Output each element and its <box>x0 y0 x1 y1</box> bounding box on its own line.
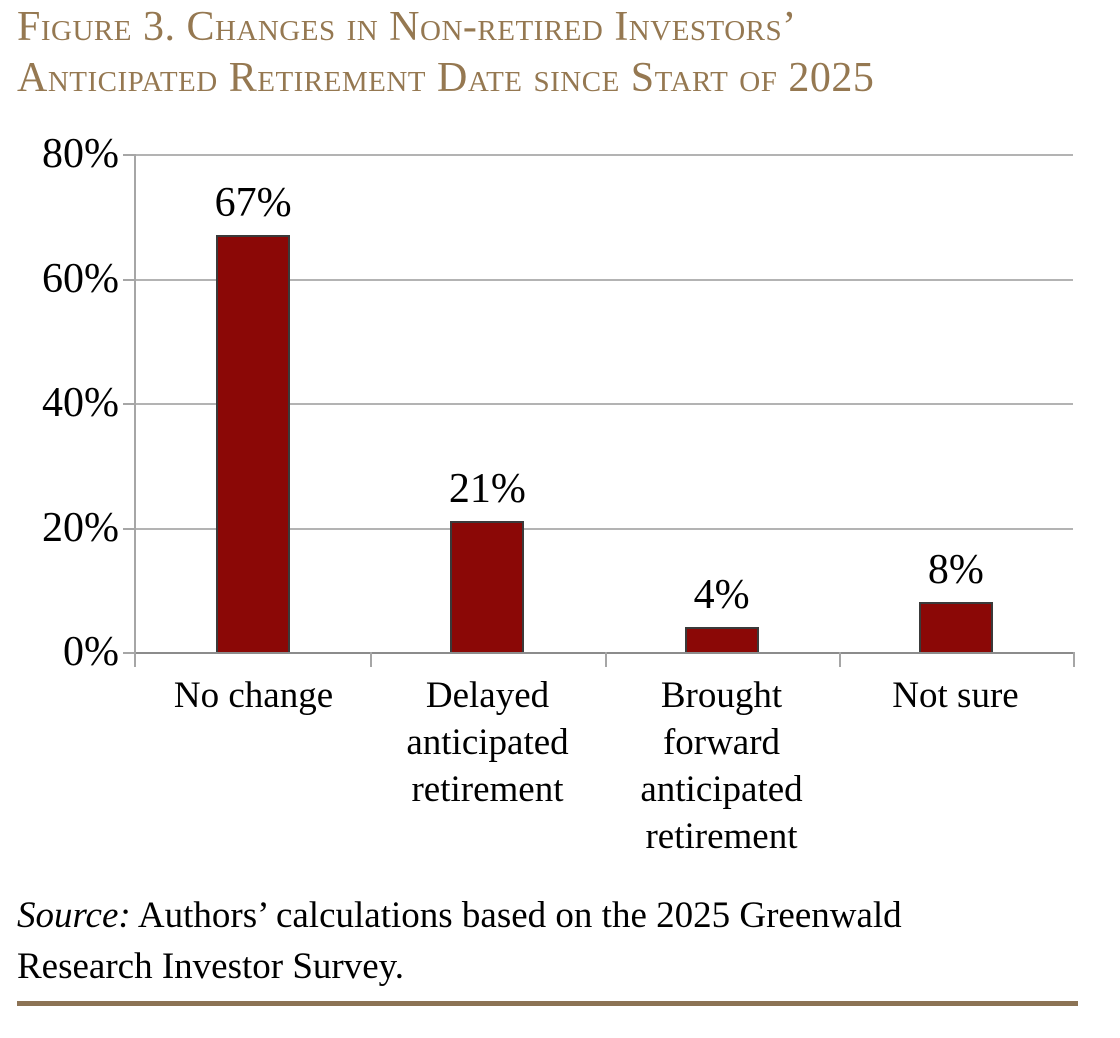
y-axis-tick <box>123 652 136 654</box>
bar-chart: 80% 60% 40% 20% 0% 67% <box>42 131 1075 857</box>
bar-not-sure <box>918 602 993 652</box>
y-axis-tick <box>123 527 136 530</box>
x-category-label-brought-forward: Brought forward anticipated retirement <box>640 675 803 857</box>
x-category-label-no-change: No change <box>173 675 334 716</box>
bar-value-label: 67% <box>214 179 292 226</box>
x-axis-tick <box>838 652 841 667</box>
y-tick-label-60: 60% <box>42 255 119 302</box>
x-category-label-not-sure: Not sure <box>892 675 1019 716</box>
y-axis-tick <box>123 278 136 281</box>
plot-area: 67% 21% 4% 8% <box>123 154 1075 667</box>
y-axis-line <box>134 154 136 667</box>
bar-value-label: 21% <box>448 466 526 513</box>
y-tick-label-0: 0% <box>63 629 119 675</box>
y-tick-label-20: 20% <box>42 504 119 551</box>
y-axis-tick <box>123 154 136 156</box>
bar-group-brought-forward: 4% <box>605 154 839 652</box>
gridline-40pct <box>136 403 1073 405</box>
gridline-20pct <box>136 527 1073 530</box>
y-axis-tick <box>123 403 136 405</box>
x-category-label-delayed: Delayed anticipated retirement <box>406 675 569 810</box>
source-label: Source: <box>17 895 131 936</box>
bar-group-no-change: 67% <box>136 154 370 652</box>
bar-value-label: 4% <box>693 572 750 619</box>
gridline-80pct <box>136 154 1073 156</box>
y-tick-label-40: 40% <box>42 380 119 426</box>
bar-no-change <box>216 234 291 652</box>
bottom-divider-rule <box>17 1001 1078 1006</box>
bar-value-label: 8% <box>927 547 984 594</box>
source-text-line1: Authors’ calculations based on the 2025 … <box>130 895 902 936</box>
bar-group-not-sure: 8% <box>839 154 1073 652</box>
bar-brought-forward <box>684 627 759 652</box>
figure-title-line1: Figure 3. Changes in Non-retired Investo… <box>17 4 797 50</box>
bar-group-delayed: 21% <box>370 154 604 652</box>
source-note: Source: Authors’ calculations based on t… <box>17 890 1097 992</box>
gridline-60pct <box>136 278 1073 281</box>
figure-title: Figure 3. Changes in Non-retired Investo… <box>17 2 874 104</box>
x-axis-tick <box>604 652 607 667</box>
source-text-line2: Research Investor Survey. <box>17 946 405 987</box>
x-axis-tick <box>1073 652 1075 667</box>
figure-title-line2: Anticipated Retirement Date since Start … <box>17 55 875 101</box>
bar-delayed <box>450 521 525 652</box>
y-tick-label-80: 80% <box>42 131 119 177</box>
x-axis-tick <box>370 652 373 667</box>
